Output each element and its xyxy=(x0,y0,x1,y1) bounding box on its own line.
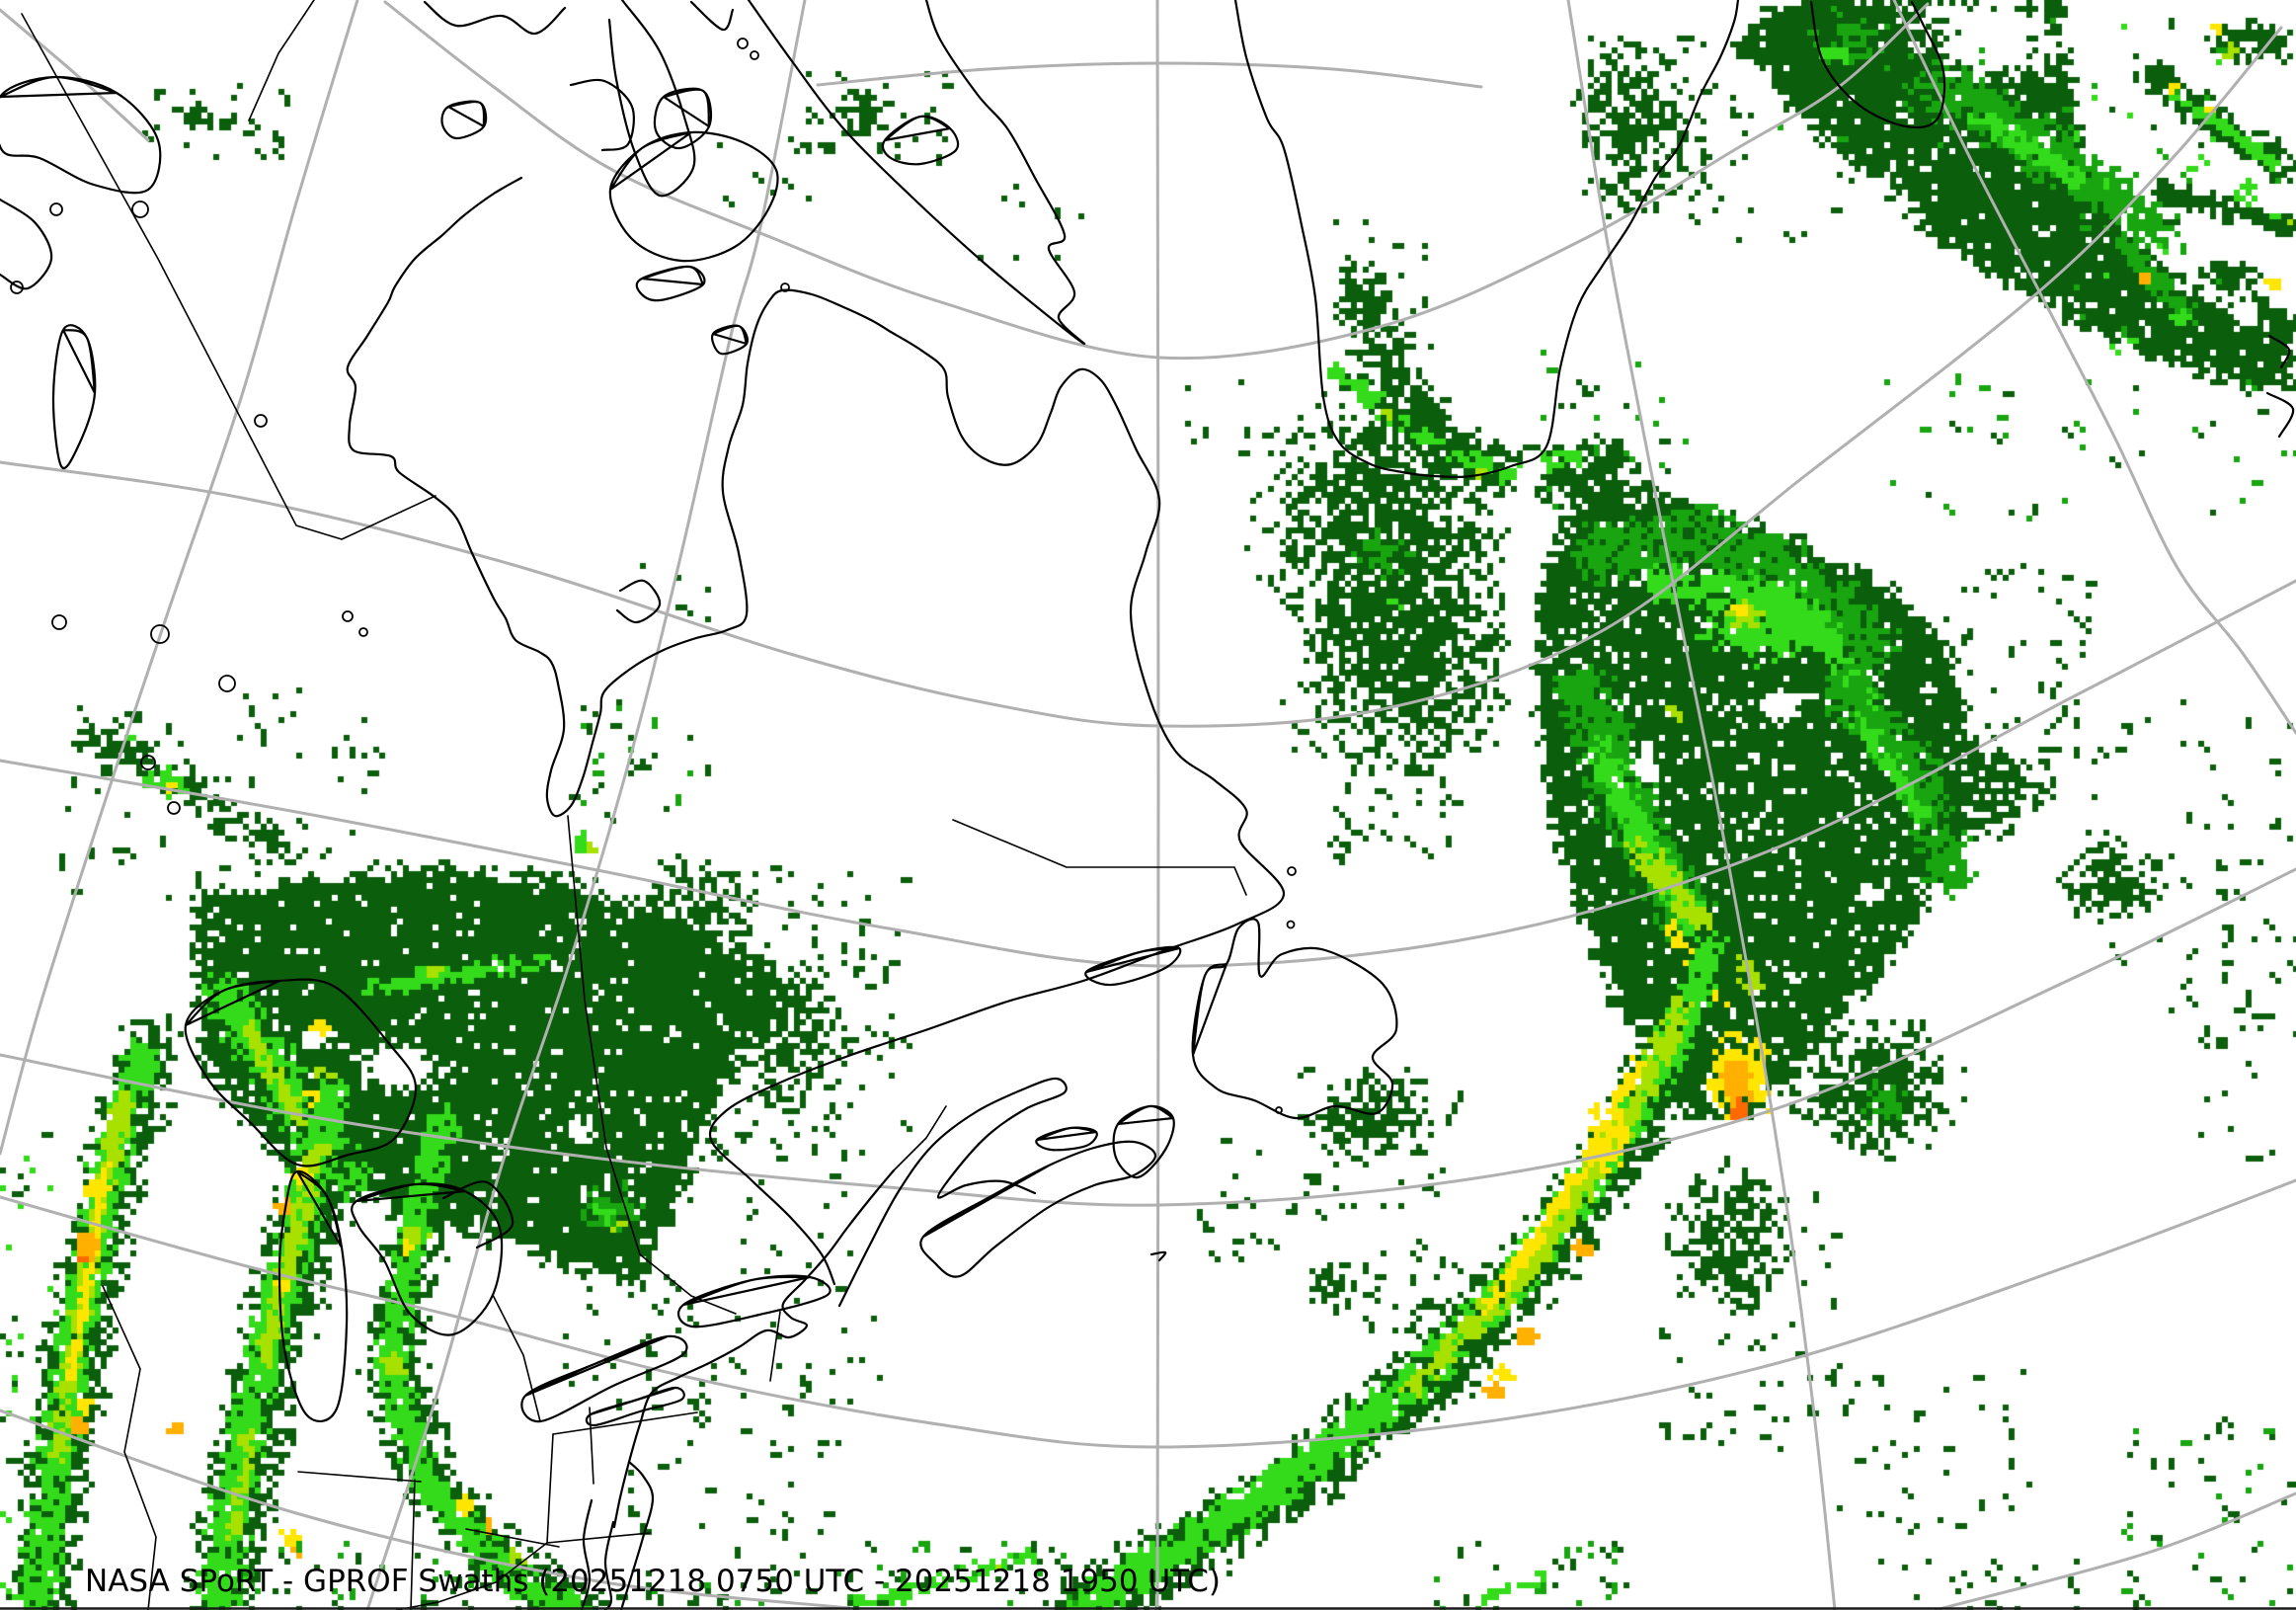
small-lake-or-island-13 xyxy=(737,38,749,49)
coast-lake-michigan xyxy=(277,1169,349,1422)
small-lake-or-island-10 xyxy=(140,755,156,770)
border-qc-nl-border xyxy=(952,819,1247,896)
small-lake-or-island-11 xyxy=(167,801,181,815)
small-lake-or-island-5 xyxy=(51,614,67,630)
coast-salisbury-island xyxy=(440,100,488,140)
border-detroit-river xyxy=(492,1294,541,1422)
small-lake-or-island-1 xyxy=(131,201,149,218)
coast-lake-superior xyxy=(184,978,418,1167)
border-layer xyxy=(21,0,1247,1610)
small-lake-or-island-16 xyxy=(1286,920,1296,929)
coast-foxe-coast-hook xyxy=(569,78,635,152)
coast-baffin-island xyxy=(747,0,1086,346)
border-va-border xyxy=(465,1528,560,1548)
coast-mansel-island xyxy=(711,324,749,356)
border-de-md-border xyxy=(589,1407,594,1485)
meridian-line-3 xyxy=(1155,0,1160,1610)
parallel-line-3 xyxy=(0,26,2283,728)
coast-iceland xyxy=(1809,0,1946,129)
coast-delmarva xyxy=(619,1460,655,1610)
coast-nettilling-lake xyxy=(881,115,960,166)
coast-georgian-bay xyxy=(441,1180,515,1249)
figure-caption: NASA SPoRT - GPROF Swaths (20251218 0750… xyxy=(85,1564,1221,1599)
small-lake-or-island-2 xyxy=(49,202,63,216)
coast-lake-winnipeg xyxy=(51,324,97,469)
coast-chesapeake-east xyxy=(603,1520,615,1610)
small-lake-or-island-4 xyxy=(150,624,170,644)
coast-greenland xyxy=(1233,0,1740,479)
border-on-qc-border xyxy=(567,815,737,1315)
coast-lake-ontario xyxy=(676,1274,831,1328)
coast-pei xyxy=(1035,1126,1098,1152)
coast-estuary-south-gaspe xyxy=(837,1077,1068,1308)
coast-belcher-islands xyxy=(615,579,662,624)
parallel-line-9 xyxy=(0,8,150,142)
meridian-line-1 xyxy=(0,0,359,1156)
border-mason-dixon xyxy=(546,1532,651,1544)
coast-right-edge-island-2 xyxy=(2265,391,2295,439)
coast-anticosti xyxy=(1084,945,1182,987)
coast-chesapeake-west xyxy=(580,1498,594,1610)
parallel-line-8 xyxy=(1934,1491,2296,1610)
coast-top-islands-2 xyxy=(689,0,735,32)
coast-right-edge-island-1 xyxy=(2267,334,2291,369)
coast-top-islands-1 xyxy=(423,0,567,36)
parallel-line-5 xyxy=(0,867,2296,1207)
small-lake-or-island-15 xyxy=(1287,866,1297,876)
border-pa-oh-border xyxy=(546,1433,554,1544)
small-lake-or-island-3 xyxy=(10,281,24,294)
border-in-oh-border xyxy=(410,1479,416,1610)
coast-new-england-coast xyxy=(612,1168,896,1529)
parallel-line-4 xyxy=(0,579,2296,968)
coast-sable-island xyxy=(1149,1250,1167,1262)
small-lake-or-island-14 xyxy=(750,50,759,60)
coast-newfoundland xyxy=(1191,918,1398,1120)
small-lake-or-island-7 xyxy=(254,414,268,428)
coast-west-edge-island xyxy=(0,198,53,290)
parallel-line-6 xyxy=(0,1178,2296,1449)
coast-northwest-archipelago xyxy=(0,75,162,195)
small-lake-or-island-6 xyxy=(218,675,236,692)
small-lake-or-island-17 xyxy=(1275,1106,1283,1114)
coast-ungava-labrador-gulf xyxy=(708,330,1286,1286)
coast-hudson-james-bay xyxy=(346,176,893,818)
coast-nova-scotia xyxy=(919,1140,1157,1278)
coast-lake-erie xyxy=(520,1334,688,1423)
coast-long-island xyxy=(585,1386,685,1427)
meridian-line-5 xyxy=(1892,0,2296,735)
coast-coats-island xyxy=(635,265,706,302)
meridian-line-4 xyxy=(1566,0,1837,1610)
small-lake-or-island-12 xyxy=(780,282,790,292)
border-mi-south-border xyxy=(297,1471,422,1483)
border-me-nb-border xyxy=(893,1105,947,1171)
border-border-top-stub xyxy=(248,0,315,121)
coast-prince-charles-island xyxy=(653,87,712,150)
border-ohio-river xyxy=(396,1542,548,1610)
border-mb-nu-border xyxy=(21,13,436,540)
coast-cape-breton xyxy=(1112,1104,1175,1179)
small-lake-or-island-9 xyxy=(358,627,368,637)
small-lake-or-island-8 xyxy=(342,610,354,622)
coast-lake-huron xyxy=(351,1182,504,1336)
border-vt-border xyxy=(769,1311,781,1382)
border-ny-pa-border xyxy=(552,1411,698,1435)
border-illinois-river xyxy=(102,1285,157,1610)
parallel-line-1 xyxy=(816,61,1483,89)
